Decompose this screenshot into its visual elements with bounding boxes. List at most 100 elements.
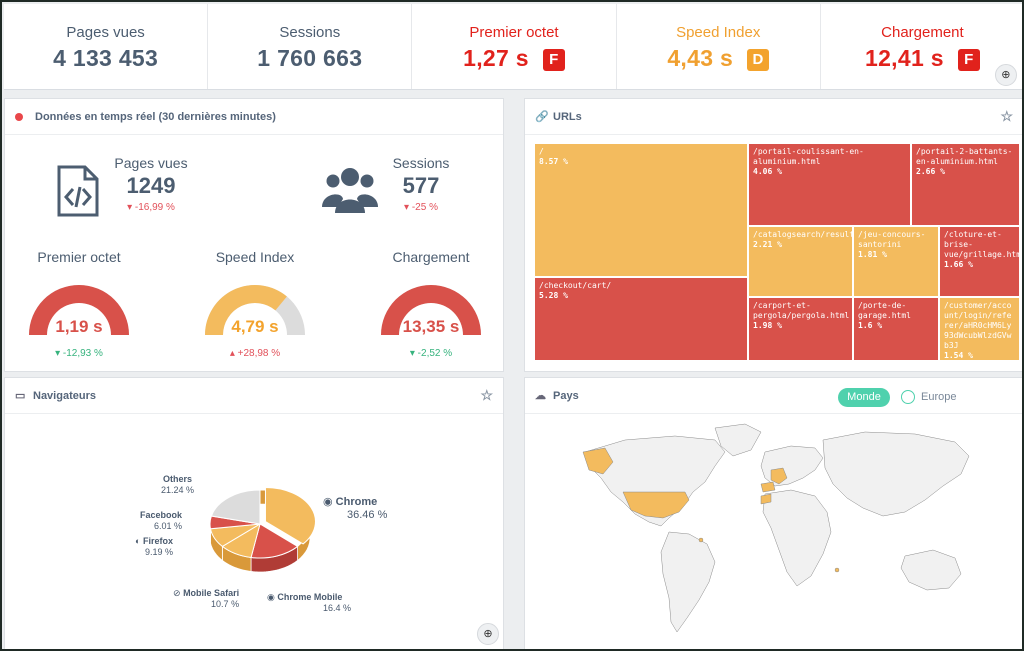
treemap-cell[interactable]: /checkout/cart/5.28 %: [534, 277, 748, 361]
map-europe: [760, 445, 824, 487]
globe-icon: ☁: [535, 390, 546, 402]
gauge-value: 1,19 s: [55, 317, 103, 336]
metric-delta: ▾ -16,99 %: [127, 202, 175, 213]
treemap-cell[interactable]: /8.57 %: [534, 143, 748, 277]
star-icon[interactable]: ☆: [480, 387, 493, 403]
delta-text: -12,93 %: [62, 348, 103, 359]
delta-text: +28,98 %: [237, 348, 281, 359]
slice-pct: 16.4 %: [323, 603, 352, 613]
slice-name: Chrome: [335, 496, 378, 508]
slice-name: Firefox: [142, 536, 173, 546]
kpi-value: 4,43 s: [667, 45, 734, 71]
treemap-cell[interactable]: /porte-de-garage.html 1.6 %: [853, 297, 939, 361]
slice-pct: 9.19 %: [144, 547, 173, 557]
cell-pct: 5.28 %: [539, 291, 568, 300]
gauge-delta: ▾ -12,93 %: [55, 348, 103, 359]
map-greenland: [714, 423, 762, 457]
map-usa: [622, 491, 690, 519]
kpi-speed-index: Speed Index 4,43 s D: [617, 4, 821, 89]
gauge-delta: ▾ -2,52 %: [409, 348, 453, 359]
kpi-label: Chargement: [881, 24, 964, 41]
kpi-label: Premier octet: [469, 24, 559, 41]
kpi-bar: Pages vues 4 133 453 Sessions 1 760 663 …: [4, 4, 1022, 90]
firefox-icon: ◐: [135, 536, 141, 546]
treemap-cell[interactable]: /portail-2-battants-en-aluminium.html 2.6…: [911, 143, 1020, 226]
zoom-icon[interactable]: ⊕: [994, 64, 1017, 86]
pie-slice-chrome-mobile: [250, 523, 299, 559]
cell-pct: 1.81 %: [858, 250, 887, 259]
slice-name: Facebook: [140, 510, 183, 520]
gauge-value: 13,35 s: [402, 317, 460, 336]
metric-label: Sessions: [392, 155, 450, 171]
zoom-icon[interactable]: ⊕: [477, 623, 499, 645]
map-france: [770, 467, 788, 485]
kpi-premier-octet: Premier octet 1,27 s F: [412, 4, 617, 89]
delta-text: -16,99 %: [134, 202, 175, 213]
code-file-icon: [57, 165, 99, 217]
panel-title: Données en temps réel (30 dernières minu…: [35, 110, 276, 123]
map-reunion: [834, 567, 840, 573]
star-icon[interactable]: ☆: [1000, 108, 1013, 124]
panel-title: Navigateurs: [33, 389, 96, 402]
kpi-value: 4 133 453: [53, 45, 159, 71]
cell-pct: 1.98 %: [753, 321, 782, 330]
urls-panel: 🔗 URLs ☆ /8.57 % /portail-coulissant-en-…: [524, 98, 1022, 372]
gauge-fill: [381, 285, 481, 335]
map-alaska: [582, 447, 614, 475]
world-map: [582, 423, 970, 633]
treemap-cell[interactable]: /catalogsearch/result/2.21 %: [748, 226, 853, 297]
cell-pct: 8.57 %: [539, 157, 568, 166]
realtime-panel: Données en temps réel (30 dernières minu…: [4, 98, 504, 372]
map-south-america: [660, 531, 716, 633]
kpi-label: Speed Index: [676, 24, 761, 41]
gauge-fill: [205, 285, 287, 335]
cell-pct: 1.54 %: [944, 351, 973, 360]
panel-header: 🔗 URLs ☆: [525, 99, 1022, 135]
kpi-value: 1,27 s: [463, 45, 529, 71]
kpi-value-row: 4,43 s D: [617, 45, 820, 72]
pie-slice-chrome: [264, 487, 316, 545]
cell-pct: 2.21 %: [753, 240, 782, 249]
panel-title: URLs: [553, 110, 582, 123]
cell-path: /portail-2-battants-en-aluminium.html: [916, 147, 1013, 166]
cell-pct: 4.06 %: [753, 167, 782, 176]
pie-label-firefox: ◐ Firefox 9.19 %: [135, 536, 173, 558]
map-africa: [762, 489, 832, 587]
treemap-cell[interactable]: /customer/account/login/referer/aHR0cHM6…: [939, 297, 1020, 361]
slice-name: Others: [163, 474, 193, 484]
delta-text: -25 %: [411, 202, 438, 213]
slice-pct: 6.01 %: [153, 521, 183, 531]
kpi-sessions: Sessions 1 760 663: [208, 4, 413, 89]
gauge-delta: ▴ +28,98 %: [229, 348, 281, 359]
pie-label-facebook: Facebook 6.01 %: [140, 510, 182, 532]
realtime-sessions: Sessions 577 ▾ -25 %: [381, 155, 461, 213]
treemap-cell[interactable]: /carport-et-pergola/pergola.html 1.98 %: [748, 297, 853, 361]
pie-label-others: Others 21.24 %: [161, 474, 194, 496]
urls-treemap: /8.57 % /portail-coulissant-en-aluminium…: [534, 143, 1020, 361]
map-australia: [900, 549, 962, 591]
gauge-title: Premier octet: [37, 249, 121, 265]
kpi-label: Pages vues: [66, 24, 145, 41]
kpi-pages-vues: Pages vues 4 133 453: [4, 4, 209, 89]
radio-europe[interactable]: Europe: [901, 390, 956, 404]
slice-pct: 10.7 %: [211, 599, 240, 609]
delta-text: -2,52 %: [417, 348, 453, 359]
gauge-fill: [29, 284, 129, 335]
live-dot-icon: [15, 112, 23, 121]
panel-title: Pays: [553, 389, 579, 402]
realtime-pages-vues: Pages vues 1249 ▾ -16,99 %: [103, 155, 199, 213]
map-morocco: [760, 493, 772, 505]
cell-pct: 1.6 %: [858, 321, 883, 330]
slice-pct: 21.24 %: [161, 485, 195, 495]
toggle-monde[interactable]: Monde: [838, 388, 890, 407]
slice-pct: 36.46 %: [347, 509, 388, 521]
treemap-cell[interactable]: /portail-coulissant-en-aluminium.html 4.0…: [748, 143, 911, 226]
kpi-value: 12,41 s: [864, 45, 944, 71]
treemap-cell[interactable]: /jeu-concours-santorini 1.81 %: [853, 226, 939, 297]
cell-pct: 2.66 %: [916, 167, 945, 176]
gauge-title: Chargement: [392, 249, 470, 265]
cell-path: /checkout/cart/: [539, 281, 612, 290]
grade-badge: D: [747, 49, 770, 71]
treemap-cell[interactable]: /cloture-et-brise-vue/grillage.html 1.66 …: [939, 226, 1020, 297]
radio-label: Europe: [921, 391, 957, 403]
